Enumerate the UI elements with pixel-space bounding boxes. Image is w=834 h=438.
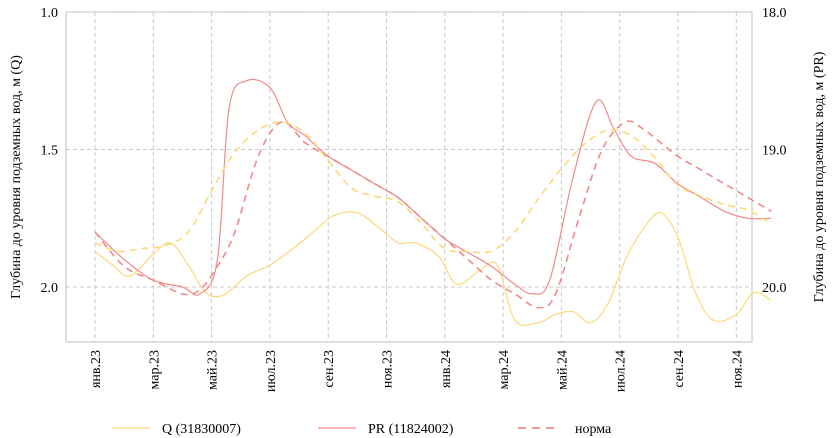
- legend: Q (31830007) PR (11824002) норма: [112, 422, 612, 437]
- right-axis-ticks: 18.0 19.0 20.0: [762, 6, 787, 296]
- x-tick-label: сен.23: [322, 350, 337, 388]
- series-layer: [94, 78, 772, 326]
- x-axis-ticks: янв.23 мар.23 май.23 июл.23 сен.23 ноя.23 янв.…: [89, 350, 745, 392]
- left-tick-label: 1.0: [41, 6, 59, 21]
- x-tick-label: май.24: [555, 350, 570, 390]
- x-tick-label: янв.24: [439, 350, 454, 388]
- gridlines: [66, 11, 752, 342]
- left-tick-label: 1.5: [41, 144, 59, 159]
- right-tick-label: 19.0: [762, 144, 787, 159]
- x-tick-label: май.23: [206, 350, 221, 390]
- plot-frame: [65, 11, 753, 343]
- series-line-1: [94, 78, 772, 296]
- x-tick-label: сен.24: [672, 350, 687, 388]
- legend-label: Q (31830007): [162, 422, 241, 437]
- x-tick-label: янв.23: [89, 350, 104, 388]
- x-tick-label: ноя.24: [730, 350, 745, 388]
- x-tick-label: июл.24: [614, 350, 629, 392]
- x-tick-label: июл.23: [264, 350, 279, 392]
- right-axis-title: Глубина до уровня подземных вод, м (PR): [812, 51, 827, 302]
- x-tick-label: мар.23: [147, 350, 162, 389]
- x-tick-label: ноя.23: [381, 350, 396, 388]
- left-axis-ticks: 1.0 1.5 2.0: [41, 6, 59, 296]
- left-tick-label: 2.0: [41, 281, 59, 296]
- series-line-3: [94, 121, 772, 254]
- series-line-2: [94, 120, 772, 309]
- legend-label: норма: [575, 422, 612, 437]
- legend-label: PR (11824002): [368, 422, 454, 437]
- plot-area: [65, 11, 753, 343]
- x-tick-label: мар.24: [497, 350, 512, 389]
- left-axis-title: Глубина до уровня подземных вод, м (Q): [9, 55, 24, 299]
- right-tick-label: 18.0: [762, 6, 787, 21]
- right-tick-label: 20.0: [762, 281, 787, 296]
